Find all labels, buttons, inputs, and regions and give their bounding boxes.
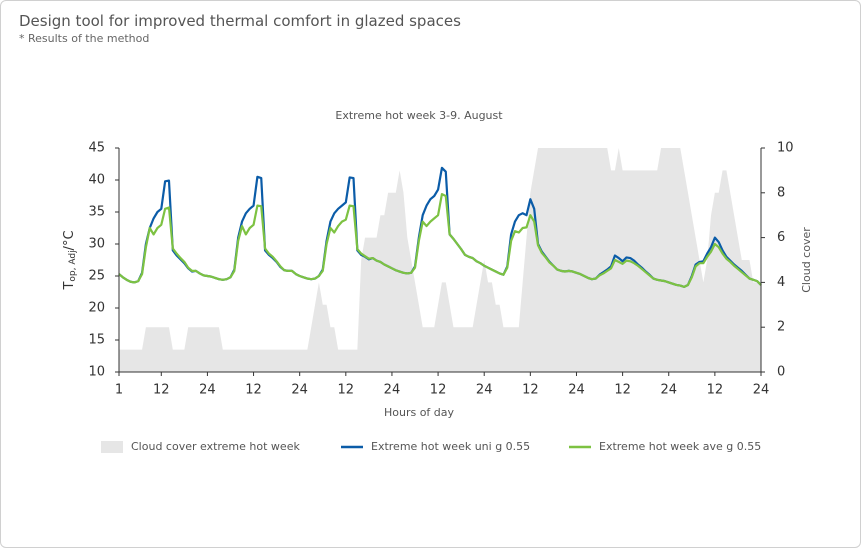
y-tick-label: 35 <box>88 205 105 220</box>
y-tick-label: 45 <box>88 141 105 156</box>
x-tick-label: 24 <box>660 383 677 398</box>
series-line <box>118 192 762 288</box>
legend-swatch <box>101 441 123 453</box>
x-tick-label: 24 <box>291 383 308 398</box>
y2-tick-label: 0 <box>777 365 785 380</box>
x-tick-label: 12 <box>338 383 355 398</box>
page-subtitle: * Results of the method <box>19 32 150 45</box>
cloud-area <box>119 148 761 372</box>
y-tick-label: 30 <box>88 237 105 252</box>
y-label-base: T <box>62 282 77 291</box>
x-tick-label: 12 <box>245 383 262 398</box>
x-tick-label: 12 <box>153 383 170 398</box>
y-tick-label: 15 <box>88 333 105 348</box>
y-label-unit: /°C <box>62 230 77 250</box>
page-title: Design tool for improved thermal comfort… <box>19 12 461 30</box>
x-tick-label: 12 <box>522 383 539 398</box>
y-tick-label: 10 <box>88 365 105 380</box>
x-tick-label: 24 <box>384 383 401 398</box>
x-axis-label: Hours of day <box>384 406 455 419</box>
y2-axis-label: Cloud cover <box>800 227 813 293</box>
y2-tick-label: 2 <box>777 320 785 335</box>
x-tick-label: 24 <box>753 383 770 398</box>
y-axis-label: Top, Adj/°C <box>62 230 78 290</box>
y-label-sub: op, Adj <box>68 250 78 281</box>
y-tick-label: 40 <box>88 173 105 188</box>
x-tick-label: 1 <box>115 383 123 398</box>
legend-label: Extreme hot week ave g 0.55 <box>599 440 761 453</box>
x-tick-label: 24 <box>476 383 493 398</box>
x-tick-label: 12 <box>430 383 447 398</box>
x-tick-label: 12 <box>707 383 724 398</box>
y-tick-label: 20 <box>88 301 105 316</box>
legend-label: Cloud cover extreme hot week <box>131 440 300 453</box>
y2-tick-label: 4 <box>777 275 785 290</box>
y2-tick-label: 10 <box>777 141 794 156</box>
x-tick-label: 24 <box>199 383 216 398</box>
legend-label: Extreme hot week uni g 0.55 <box>371 440 530 453</box>
y-tick-label: 25 <box>88 269 105 284</box>
plot-layer <box>118 148 762 372</box>
x-tick-label: 12 <box>614 383 631 398</box>
y2-tick-label: 8 <box>777 185 785 200</box>
x-tick-label: 24 <box>568 383 585 398</box>
y2-tick-label: 6 <box>777 230 785 245</box>
chart-title: Extreme hot week 3-9. August <box>335 109 503 122</box>
